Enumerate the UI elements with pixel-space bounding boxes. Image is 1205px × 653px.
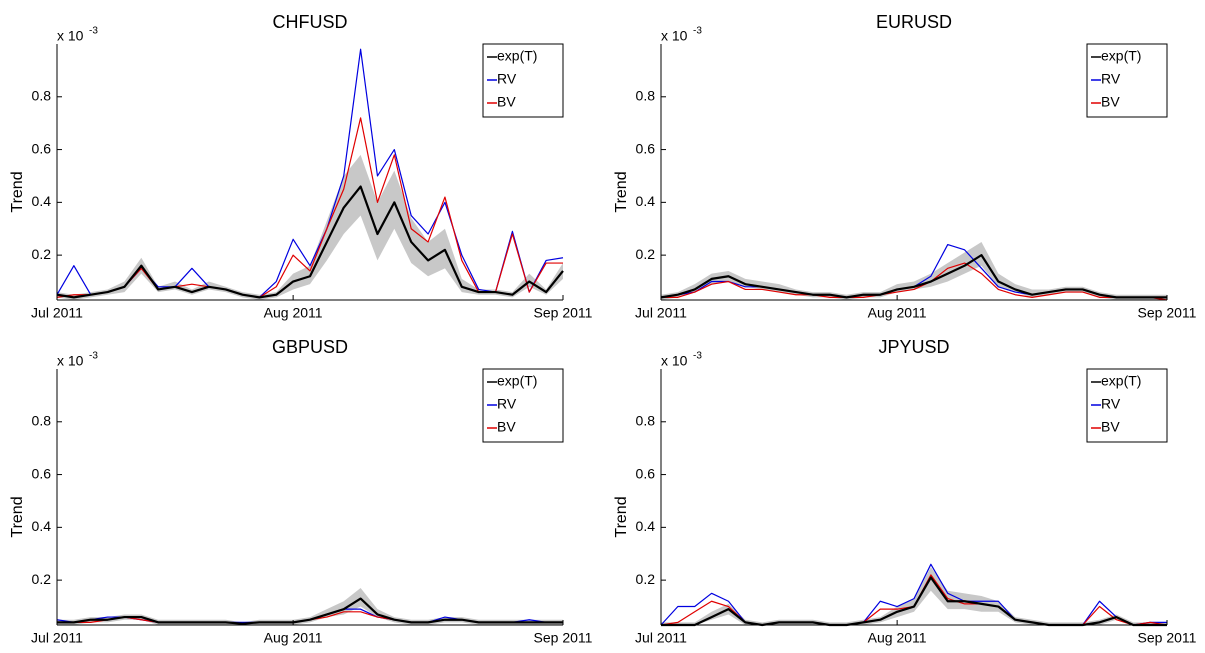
- y-tick-label: 0.4: [636, 193, 656, 209]
- legend-label: BV: [1101, 419, 1120, 435]
- y-multiplier-exponent: -3: [89, 26, 98, 37]
- legend-label: RV: [497, 71, 517, 87]
- y-tick-label: 0.4: [636, 518, 656, 534]
- y-tick-label: 0.6: [32, 465, 52, 481]
- chart-title: CHFUSD: [273, 12, 348, 32]
- x-tick-label: Sep 2011: [1138, 305, 1197, 321]
- subplot: GBPUSD x 10 -3 Trend 0.2 0.4 0.6 0.8 Jul 2011 Aug…: [9, 337, 592, 646]
- x-tick-label: Sep 2011: [1138, 630, 1197, 646]
- x-tick-label: Jul 2011: [635, 305, 687, 321]
- y-multiplier-exponent: -3: [693, 351, 702, 362]
- y-tick-label: 0.8: [32, 87, 52, 103]
- legend-label: exp(T): [1101, 48, 1141, 64]
- y-tick-label: 0.2: [636, 246, 656, 262]
- y-tick-label: 0.8: [636, 412, 656, 428]
- x-tick-label: Sep 2011: [534, 630, 593, 646]
- chart-title: EURUSD: [876, 12, 952, 32]
- y-multiplier-exponent: -3: [693, 26, 702, 37]
- x-tick-label: Aug 2011: [264, 630, 323, 646]
- y-multiplier: x 10: [57, 28, 84, 44]
- x-tick-label: Aug 2011: [264, 305, 323, 321]
- y-multiplier: x 10: [661, 353, 688, 369]
- legend-label: exp(T): [497, 48, 537, 64]
- y-tick-label: 0.2: [636, 571, 656, 587]
- x-tick-label: Aug 2011: [868, 305, 927, 321]
- legend-label: BV: [497, 419, 516, 435]
- legend-label: RV: [1101, 71, 1121, 87]
- subplot: EURUSD x 10 -3 Trend 0.2 0.4 0.6 0.8 Jul 2011 Aug…: [613, 12, 1196, 321]
- y-tick-label: 0.6: [636, 140, 656, 156]
- y-tick-label: 0.6: [32, 140, 52, 156]
- x-tick-label: Sep 2011: [534, 305, 593, 321]
- legend-label: BV: [497, 94, 516, 110]
- y-tick-label: 0.8: [636, 87, 656, 103]
- legend-label: BV: [1101, 94, 1120, 110]
- y-multiplier: x 10: [661, 28, 688, 44]
- x-tick-label: Aug 2011: [868, 630, 927, 646]
- y-axis-label: Trend: [613, 171, 630, 212]
- x-tick-label: Jul 2011: [31, 305, 83, 321]
- y-tick-label: 0.8: [32, 412, 52, 428]
- y-tick-label: 0.4: [32, 518, 52, 534]
- y-tick-label: 0.4: [32, 193, 52, 209]
- y-tick-label: 0.2: [32, 246, 52, 262]
- series-line: [660, 254, 1167, 299]
- legend-label: RV: [1101, 396, 1121, 412]
- y-axis-label: Trend: [613, 496, 630, 537]
- y-multiplier-exponent: -3: [89, 351, 98, 362]
- series-line: [661, 262, 1168, 301]
- y-multiplier: x 10: [57, 353, 84, 369]
- x-tick-label: Jul 2011: [635, 630, 687, 646]
- chart-title: GBPUSD: [272, 337, 348, 357]
- y-tick-label: 0.6: [636, 465, 656, 481]
- confidence-band: [57, 154, 563, 300]
- y-axis-label: Trend: [9, 171, 26, 212]
- x-tick-label: Jul 2011: [31, 630, 83, 646]
- subplot: JPYUSD x 10 -3 Trend 0.2 0.4 0.6 0.8 Jul 2011 Aug…: [613, 337, 1196, 646]
- y-tick-label: 0.2: [32, 571, 52, 587]
- chart-title: JPYUSD: [878, 337, 949, 357]
- series-line: [56, 185, 564, 299]
- legend-label: RV: [497, 396, 517, 412]
- legend-label: exp(T): [1101, 373, 1141, 389]
- subplot: CHFUSD x 10 -3 Trend 0.2 0.4 0.6 0.8 Jul 2011 Aug…: [9, 12, 592, 321]
- y-axis-label: Trend: [9, 496, 26, 537]
- confidence-band: [661, 241, 1167, 300]
- legend-label: exp(T): [497, 373, 537, 389]
- series-line: [57, 597, 563, 625]
